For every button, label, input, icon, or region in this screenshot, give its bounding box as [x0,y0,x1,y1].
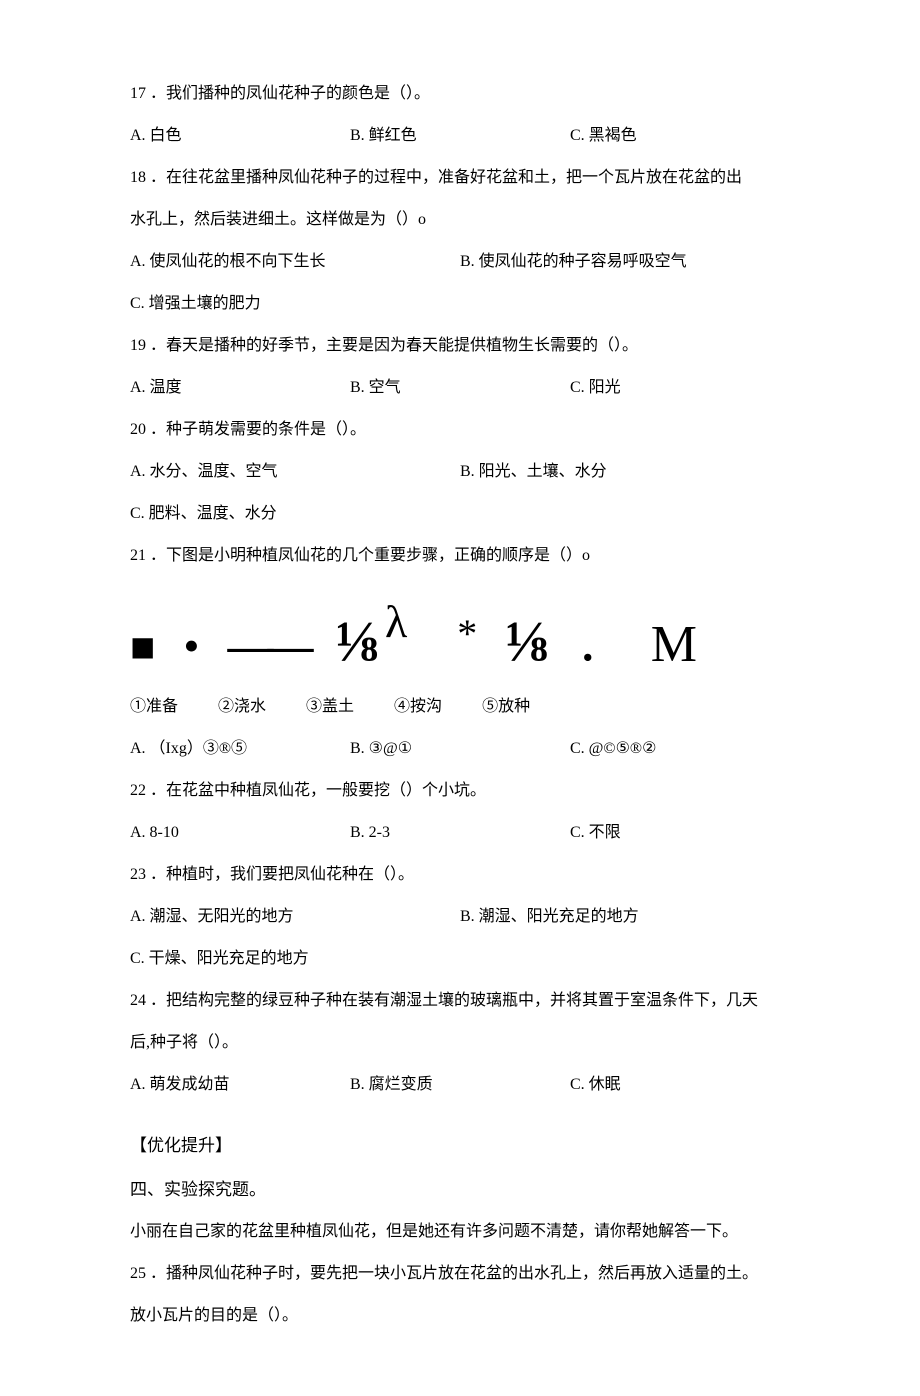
q18-opt-a: A. 使凤仙花的根不向下生长 [130,250,460,274]
q21-opt-a: A. （Ixg）③®⑤ [130,737,350,761]
sym-lambda: λ [385,587,407,656]
section-heading: 【优化提升】 [130,1133,790,1159]
q19-options: A. 温度 B. 空气 C. 阳光 [130,376,790,400]
q19-opt-b: B. 空气 [350,376,570,400]
q18-opt-c: C. 增强土壤的肥力 [130,292,790,316]
q21-label-1: ①准备 [130,695,178,719]
q21-label-2: ②浇水 [218,695,266,719]
sym-dash: —— [227,611,307,680]
q24-line2: 后,种子将（）。 [130,1031,790,1055]
q17-text: 17 ．我们播种的凤仙花种子的颜色是（）。 [130,82,790,106]
q21-text: 21 ．下图是小明种植凤仙花的几个重要步骤，正确的顺序是（）o [130,544,790,568]
q22-options: A. 8-10 B. 2-3 C. 不限 [130,821,790,845]
q18-options-row1: A. 使凤仙花的根不向下生长 B. 使凤仙花的种子容易呼吸空气 [130,250,790,274]
section-sub: 四、实验探究题。 [130,1177,790,1203]
q18-line1: 18 ．在往花盆里播种凤仙花种子的过程中，准备好花盆和土，把一个瓦片放在花盆的出 [130,166,790,190]
q19-opt-c: C. 阳光 [570,376,790,400]
q20-opt-c: C. 肥料、温度、水分 [130,502,790,526]
sym-frac2: ⅛ [505,598,549,685]
q23-text: 23 ．种植时，我们要把凤仙花种在（）。 [130,863,790,887]
q21-label-5: ⑤放种 [482,695,530,719]
q18-opt-b: B. 使凤仙花的种子容易呼吸空气 [460,250,790,274]
q17-options: A. 白色 B. 鲜红色 C. 黑褐色 [130,124,790,148]
sym-dot: • [183,611,199,680]
question-17: 17 ．我们播种的凤仙花种子的颜色是（）。 A. 白色 B. 鲜红色 C. 黑褐… [130,82,790,148]
question-18: 18 ．在往花盆里播种凤仙花种子的过程中，准备好花盆和土，把一个瓦片放在花盆的出… [130,166,790,316]
q24-opt-c: C. 休眠 [570,1073,790,1097]
q24-opt-b: B. 腐烂变质 [350,1073,570,1097]
question-21: 21 ．下图是小明种植凤仙花的几个重要步骤，正确的顺序是（）o ■ • —— ⅛… [130,544,790,761]
q22-text: 22 ．在花盆中种植凤仙花，一般要挖（）个小坑。 [130,779,790,803]
q21-opt-b: B. ③@① [350,737,570,761]
q25-line1: 25 ．播种凤仙花种子时，要先把一块小瓦片放在花盆的出水孔上，然后再放入适量的土… [130,1262,790,1286]
sym-square: ■ [130,615,155,678]
question-20: 20 ．种子萌发需要的条件是（）。 A. 水分、温度、空气 B. 阳光、土壤、水… [130,418,790,526]
q21-label-3: ③盖土 [306,695,354,719]
q22-opt-c: C. 不限 [570,821,790,845]
question-23: 23 ．种植时，我们要把凤仙花种在（）。 A. 潮湿、无阳光的地方 B. 潮湿、… [130,863,790,971]
sym-star: * [457,604,477,664]
q17-opt-a: A. 白色 [130,124,350,148]
section-intro: 小丽在自己家的花盆里种植凤仙花，但是她还有许多问题不清楚，请你帮她解答一下。 [130,1220,790,1244]
q23-opt-a: A. 潮湿、无阳光的地方 [130,905,460,929]
q25-line2: 放小瓦片的目的是（）。 [130,1304,790,1328]
q23-options-row1: A. 潮湿、无阳光的地方 B. 潮湿、阳光充足的地方 [130,905,790,929]
sym-frac1: ⅛ [335,598,379,685]
q21-opt-c: C. @©⑤®② [570,737,790,761]
q22-opt-b: B. 2-3 [350,821,570,845]
q23-opt-c: C. 干燥、阳光充足的地方 [130,947,790,971]
q22-opt-a: A. 8-10 [130,821,350,845]
question-22: 22 ．在花盆中种植凤仙花，一般要挖（）个小坑。 A. 8-10 B. 2-3 … [130,779,790,845]
sym-period: ． [577,611,623,680]
q19-text: 19 ．春天是播种的好季节，主要是因为春天能提供植物生长需要的（）。 [130,334,790,358]
q18-line2: 水孔上，然后装进细土。这样做是为（）o [130,208,790,232]
q17-opt-b: B. 鲜红色 [350,124,570,148]
question-25: 25 ．播种凤仙花种子时，要先把一块小瓦片放在花盆的出水孔上，然后再放入适量的土… [130,1262,790,1328]
q24-line1: 24 ．把结构完整的绿豆种子种在装有潮湿土壤的玻璃瓶中，并将其置于室温条件下，几… [130,989,790,1013]
question-19: 19 ．春天是播种的好季节，主要是因为春天能提供植物生长需要的（）。 A. 温度… [130,334,790,400]
sym-m: M [651,606,697,684]
q20-options-row1: A. 水分、温度、空气 B. 阳光、土壤、水分 [130,460,790,484]
q20-opt-a: A. 水分、温度、空气 [130,460,460,484]
q17-opt-c: C. 黑褐色 [570,124,790,148]
question-24: 24 ．把结构完整的绿豆种子种在装有潮湿土壤的玻璃瓶中，并将其置于室温条件下，几… [130,989,790,1097]
q20-text: 20 ．种子萌发需要的条件是（）。 [130,418,790,442]
q24-opt-a: A. 萌发成幼苗 [130,1073,350,1097]
q21-symbols: ■ • —— ⅛ λ * ⅛ ． M [130,598,790,685]
q24-options: A. 萌发成幼苗 B. 腐烂变质 C. 休眠 [130,1073,790,1097]
q21-labels: ①准备 ②浇水 ③盖土 ④按沟 ⑤放种 [130,695,790,719]
q23-opt-b: B. 潮湿、阳光充足的地方 [460,905,790,929]
q21-options: A. （Ixg）③®⑤ B. ③@① C. @©⑤®② [130,737,790,761]
q21-label-4: ④按沟 [394,695,442,719]
q20-opt-b: B. 阳光、土壤、水分 [460,460,790,484]
q19-opt-a: A. 温度 [130,376,350,400]
